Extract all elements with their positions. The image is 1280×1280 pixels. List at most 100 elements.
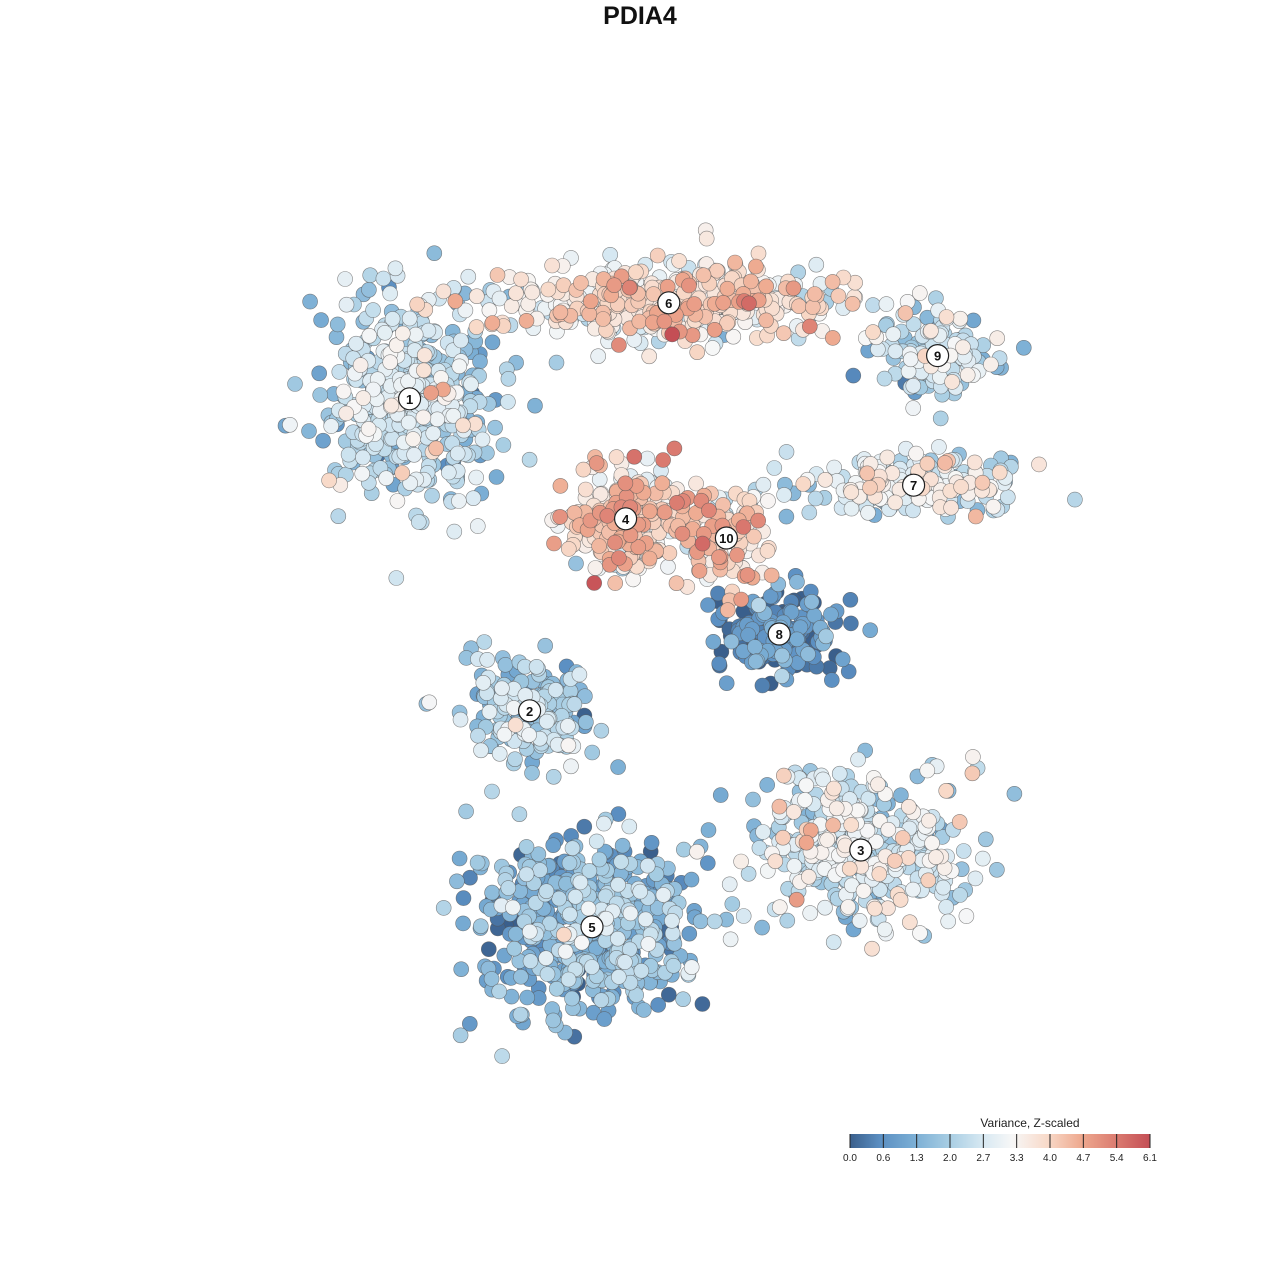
data-point	[750, 245, 767, 262]
data-point	[664, 912, 680, 929]
data-point	[843, 500, 860, 517]
data-point	[643, 834, 660, 851]
data-point	[965, 749, 981, 765]
data-point	[755, 476, 772, 493]
data-point	[455, 890, 472, 906]
cluster-label-10: 10	[714, 526, 739, 550]
cluster-label-6: 6	[657, 291, 681, 315]
data-point	[983, 356, 999, 373]
data-point	[557, 943, 574, 960]
data-point	[461, 1015, 478, 1032]
data-point	[469, 518, 486, 534]
data-point	[931, 439, 947, 455]
data-point	[656, 504, 673, 521]
data-point	[741, 295, 757, 312]
data-point	[864, 940, 880, 957]
data-point	[540, 281, 557, 298]
data-point	[429, 411, 446, 428]
data-point	[778, 444, 795, 460]
data-point	[538, 713, 555, 730]
data-point	[617, 475, 634, 492]
data-point	[991, 464, 1008, 481]
data-point	[834, 651, 851, 668]
cluster-label-text: 6	[665, 296, 672, 311]
legend-tick-label: 6.1	[1143, 1153, 1157, 1164]
data-point	[815, 771, 831, 788]
data-point	[803, 593, 820, 610]
data-point	[823, 672, 840, 688]
cluster-label-badge	[517, 699, 542, 723]
data-point	[599, 507, 616, 524]
data-point	[688, 475, 704, 492]
data-point	[704, 340, 721, 356]
data-point	[664, 326, 681, 343]
data-point	[633, 962, 650, 979]
data-point	[887, 343, 904, 360]
data-point	[660, 558, 676, 575]
data-point	[621, 279, 638, 296]
data-point	[573, 934, 590, 951]
legend-colorbar	[850, 1134, 1150, 1148]
cluster-label-text: 9	[934, 349, 941, 364]
data-point	[900, 798, 917, 815]
data-point	[966, 454, 983, 471]
data-point	[586, 575, 603, 591]
data-point	[989, 861, 1005, 878]
data-point	[938, 899, 955, 915]
data-point	[362, 267, 379, 284]
data-point	[706, 913, 723, 930]
data-point	[460, 268, 477, 285]
data-point	[587, 560, 604, 576]
data-point	[666, 440, 683, 457]
data-point	[804, 299, 821, 315]
data-point	[817, 899, 833, 916]
data-point	[415, 409, 432, 426]
data-point	[602, 247, 619, 263]
cluster-label-text: 8	[776, 627, 783, 642]
data-point	[348, 335, 364, 352]
data-point	[354, 465, 371, 482]
data-point	[481, 302, 498, 319]
cluster-label-badge	[580, 915, 604, 939]
data-point	[552, 478, 569, 494]
data-point	[789, 574, 805, 590]
data-point	[470, 727, 486, 744]
data-point	[564, 990, 580, 1007]
data-point	[785, 804, 802, 820]
data-point	[928, 849, 944, 866]
data-point	[798, 777, 815, 794]
data-point	[824, 330, 841, 346]
data-point	[754, 919, 770, 936]
data-point	[468, 469, 485, 486]
data-point	[953, 478, 969, 495]
data-point	[656, 313, 673, 330]
cluster-label-badge	[398, 387, 422, 411]
data-point	[538, 883, 555, 900]
data-point	[905, 316, 922, 333]
cluster-label-text: 7	[910, 478, 917, 493]
data-point	[382, 354, 399, 371]
data-point	[527, 397, 543, 414]
data-point	[388, 570, 405, 586]
data-point	[747, 653, 764, 670]
cluster-label-4: 4	[613, 507, 638, 531]
data-point	[865, 297, 881, 313]
data-point	[530, 846, 547, 863]
data-point	[606, 277, 623, 294]
data-point	[831, 765, 848, 782]
data-point	[766, 460, 783, 476]
data-point	[282, 416, 298, 433]
data-point	[755, 824, 771, 840]
data-point	[762, 588, 779, 605]
data-point	[521, 451, 538, 468]
data-point	[825, 934, 842, 951]
legend-tick-label: 0.0	[843, 1153, 857, 1164]
data-point	[759, 777, 776, 793]
data-point	[870, 776, 886, 793]
data-point	[421, 694, 438, 711]
data-point	[548, 354, 565, 371]
data-point	[518, 312, 535, 329]
data-point	[974, 850, 991, 867]
data-point	[639, 857, 656, 874]
data-point	[699, 855, 716, 871]
